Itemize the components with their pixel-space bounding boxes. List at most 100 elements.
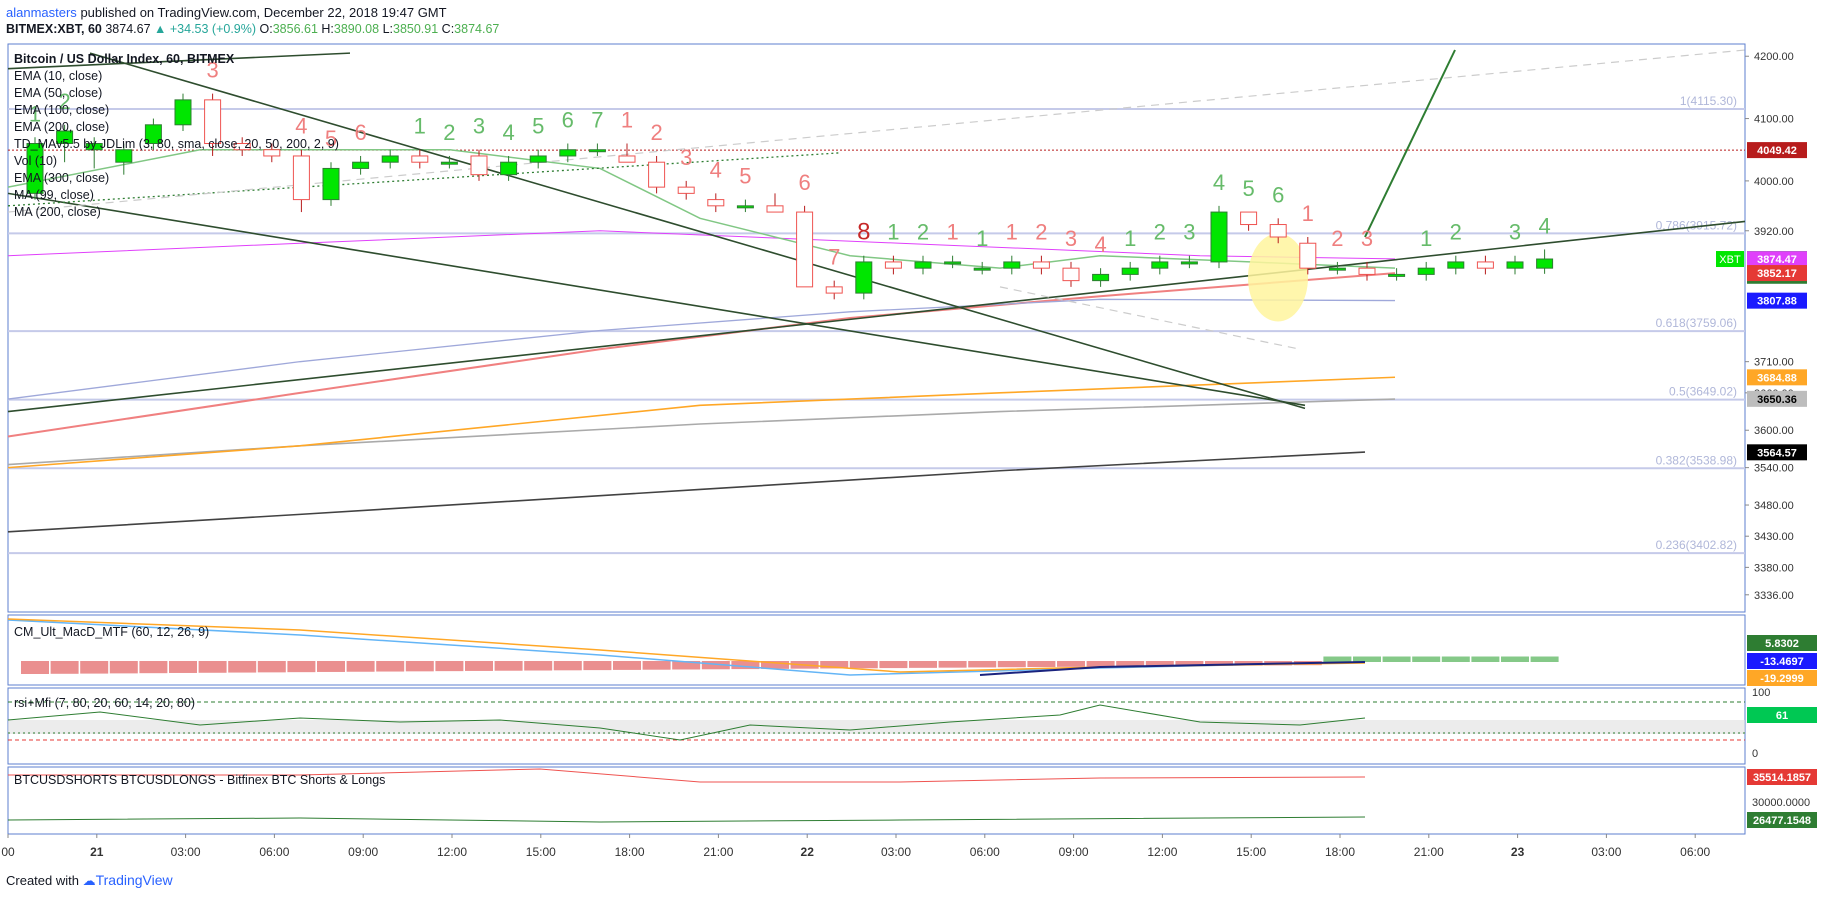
td-count: 5 xyxy=(739,164,751,189)
candle-body xyxy=(648,161,666,188)
shorts-axis-tag: 26477.1548 xyxy=(1753,815,1811,827)
macd-axis-tag: -19.2999 xyxy=(1760,673,1803,685)
candle-body xyxy=(322,167,340,201)
price-tag-bg xyxy=(1747,390,1807,407)
macd-histogram-bar xyxy=(909,661,937,668)
td-count: 6 xyxy=(562,108,574,133)
legend-item[interactable]: EMA (10, close) xyxy=(14,69,103,83)
td-count: 1 xyxy=(29,101,41,126)
price-change: ▲ +34.53 (+0.9%) xyxy=(154,22,257,36)
symbol-tag-bg xyxy=(1716,251,1744,268)
candle-body xyxy=(1032,261,1050,269)
rsi-axis-tag: 61 xyxy=(1776,710,1788,722)
top-trend-line xyxy=(7,52,351,70)
rsi-mfi-label[interactable]: rsi+Mfi (7, 80, 20, 60, 14, 20, 80) xyxy=(14,696,195,710)
indicator-panes xyxy=(7,618,1745,823)
ema-50-line xyxy=(7,272,1396,438)
candle-body xyxy=(56,130,74,145)
uptrend-support-line xyxy=(7,220,1746,413)
macd-histogram-bar xyxy=(1057,661,1085,667)
price-tags: 5.8302 -13.4697 -19.2999 100 61 0 35514.1857 30… xyxy=(1716,142,1817,828)
legend-item[interactable]: MA (200, close) xyxy=(14,205,101,219)
published-text: published on TradingView.com, December 2… xyxy=(80,5,447,20)
price-tag: 3564.57 xyxy=(1757,447,1797,459)
candle-body xyxy=(1447,261,1465,269)
candle-body xyxy=(677,186,695,194)
dotted-channel-line xyxy=(7,152,841,207)
price-tick-label: 3430.00 xyxy=(1754,531,1794,543)
td-count: 1 xyxy=(414,114,426,139)
legend-item[interactable]: EMA (300, close) xyxy=(14,171,110,185)
macd-histogram-bar xyxy=(1382,656,1411,662)
shorts-longs-label[interactable]: BTCUSDSHORTS BTCUSDLONGS - Bitfinex BTC … xyxy=(14,773,386,787)
macd-histogram-bar xyxy=(1205,661,1233,666)
created-with-text: Created with xyxy=(6,873,79,888)
fib-label: 1(4115.30) xyxy=(1680,94,1737,108)
high-label: H: xyxy=(321,22,334,36)
shorts-axis-tag-bg xyxy=(1747,812,1817,828)
td-count: 1 xyxy=(976,226,988,251)
macd-histogram-bar xyxy=(1116,661,1145,667)
macd-histogram-bar xyxy=(761,661,789,669)
macd-histogram-bar xyxy=(435,661,464,672)
candle-body xyxy=(1328,267,1346,271)
tradingview-brand[interactable]: TradingView xyxy=(95,872,173,888)
last-price: 3874.67 xyxy=(105,22,151,36)
candle-body xyxy=(973,267,991,271)
candle-body xyxy=(1062,267,1080,282)
moving-averages xyxy=(7,148,1396,533)
candle-body xyxy=(85,143,103,151)
time-tick-label: 00 xyxy=(1,845,15,859)
ma-99-line xyxy=(7,230,1396,260)
price-tag-bg xyxy=(1747,444,1807,461)
legend-item[interactable]: EMA (50, close) xyxy=(14,86,103,100)
trend-lines xyxy=(7,49,1746,413)
candle-body xyxy=(233,143,251,151)
time-tick-label: 21 xyxy=(90,845,104,859)
macd-histogram-bar xyxy=(405,661,434,672)
indicator-legend: Bitcoin / US Dollar Index, 60, BITMEX EM… xyxy=(14,51,339,221)
legend-item[interactable]: MA (99, close) xyxy=(14,188,94,202)
legend-item[interactable]: TD_MAv5.5 by JDLim (3, 80, sma, close, 2… xyxy=(14,137,339,151)
macd-histogram-bar xyxy=(257,661,286,673)
candle-body xyxy=(440,161,458,165)
td-count: 6 xyxy=(354,120,366,145)
ema-100-line xyxy=(7,298,1396,400)
price-tag-bg xyxy=(1747,265,1807,282)
macd-histogram-bar xyxy=(1501,656,1529,662)
macd-axis-tag-bg xyxy=(1747,670,1817,686)
candle-body xyxy=(1536,258,1554,269)
main-pane-border xyxy=(7,43,1746,613)
candle-body xyxy=(1388,273,1406,277)
author-link[interactable]: alanmasters xyxy=(6,5,77,20)
price-tag: 3874.47 xyxy=(1757,254,1797,266)
candle-body xyxy=(381,155,399,163)
legend-item[interactable]: EMA (200, close) xyxy=(14,120,110,134)
legend-item[interactable]: EMA (100, close) xyxy=(14,103,110,117)
macd-histogram-bar xyxy=(376,661,405,672)
legend-item[interactable]: Vol (10) xyxy=(14,154,58,168)
macd-label[interactable]: CM_Ult_MacD_MTF (60, 12, 26, 9) xyxy=(14,625,210,639)
macd-histogram-bar xyxy=(672,661,701,670)
time-tick-label: 15:00 xyxy=(526,845,556,859)
candle-body xyxy=(174,99,192,126)
price-tag: 3852.17 xyxy=(1757,268,1797,280)
td-count: 3 xyxy=(1183,220,1195,245)
candle-body xyxy=(1476,261,1494,269)
legend-title: Bitcoin / US Dollar Index, 60, BITMEX xyxy=(14,52,235,66)
time-tick-label: 03:00 xyxy=(881,845,911,859)
candle-body xyxy=(1092,273,1110,282)
macd-histogram-bar xyxy=(820,661,849,669)
shorts-axis-label: 30000.0000 xyxy=(1752,797,1810,809)
macd-axis-tag: -13.4697 xyxy=(1760,656,1803,668)
candle-body xyxy=(529,155,547,163)
td-count: 5 xyxy=(532,114,544,139)
shorts-axis-tag: 35514.1857 xyxy=(1753,772,1811,784)
time-tick-label: 12:00 xyxy=(1147,845,1177,859)
shorts-axis-tag-bg xyxy=(1747,769,1817,785)
macd-histogram-bar xyxy=(1175,661,1204,667)
td-count: 1 xyxy=(1420,226,1432,251)
price-tag-bg xyxy=(1747,292,1807,309)
time-tick-label: 03:00 xyxy=(171,845,201,859)
